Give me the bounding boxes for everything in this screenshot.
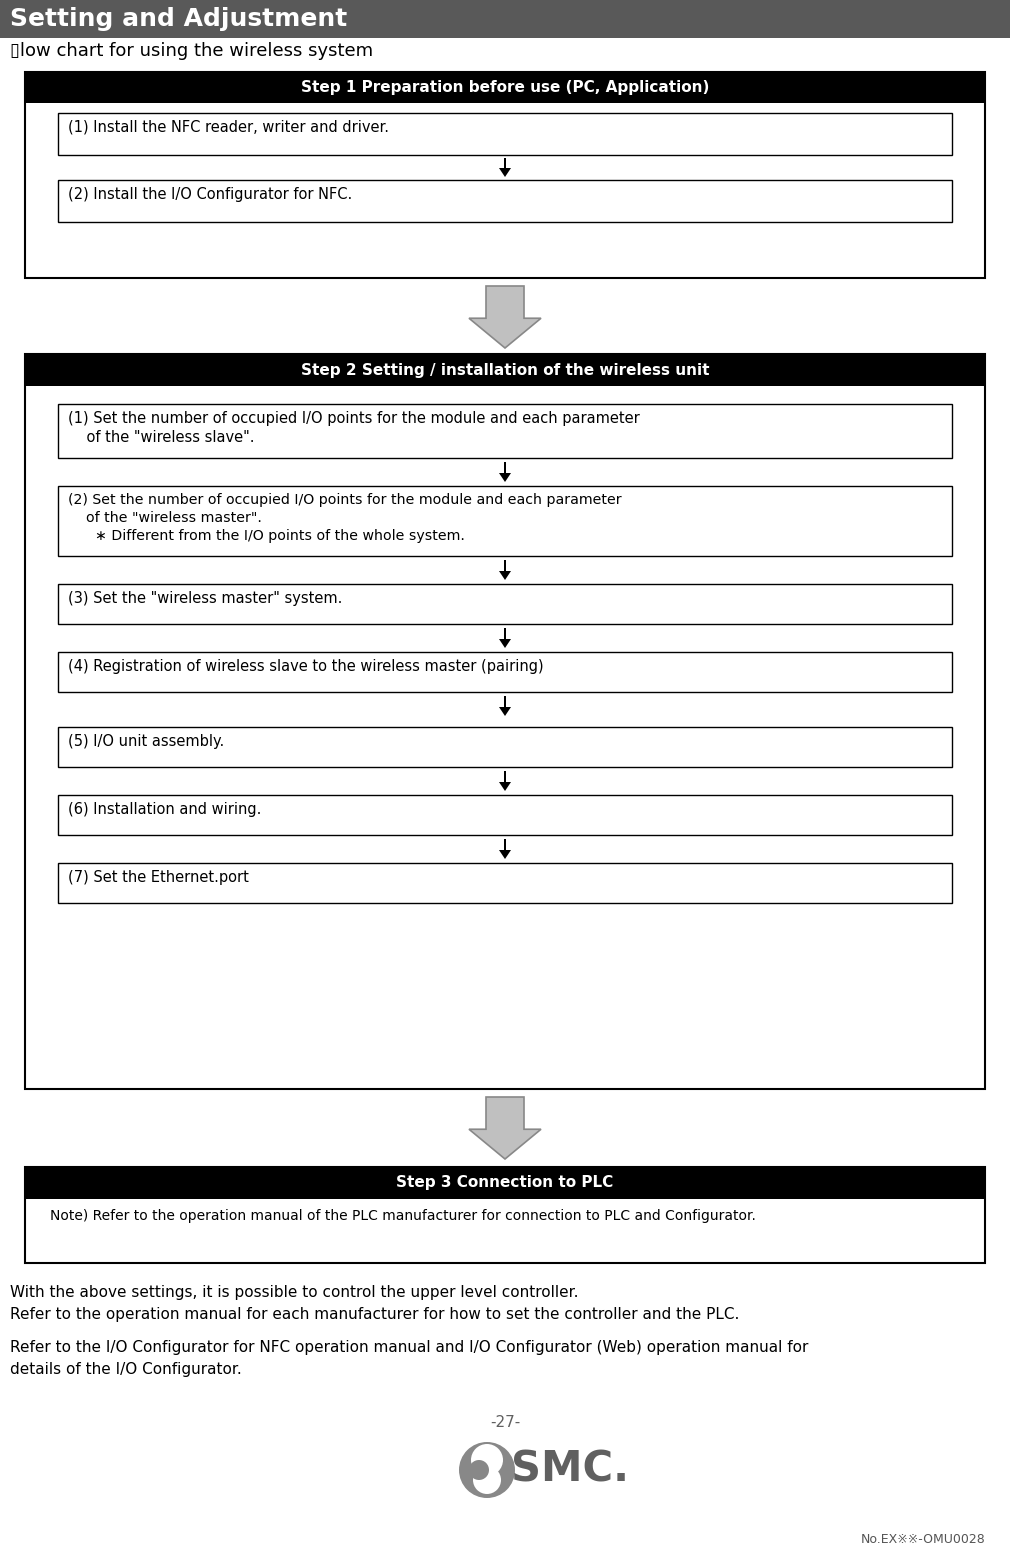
Text: No.EX※※-OMU0028: No.EX※※-OMU0028 — [861, 1532, 985, 1546]
Polygon shape — [469, 286, 541, 348]
Text: With the above settings, it is possible to control the upper level controller.: With the above settings, it is possible … — [10, 1285, 579, 1301]
Text: SMC.: SMC. — [511, 1448, 629, 1490]
Text: (1) Install the NFC reader, writer and driver.: (1) Install the NFC reader, writer and d… — [68, 120, 389, 135]
Bar — [25, 1167, 985, 1200]
Text: Step 1 Preparation before use (PC, Application): Step 1 Preparation before use (PC, Appli… — [301, 79, 709, 95]
Bar — [58, 113, 952, 155]
Bar — [58, 180, 952, 222]
Text: (4) Registration of wireless slave to the wireless master (pairing): (4) Registration of wireless slave to th… — [68, 659, 543, 674]
Text: Setting and Adjustment: Setting and Adjustment — [10, 8, 347, 31]
Circle shape — [473, 1465, 501, 1493]
Polygon shape — [499, 696, 511, 716]
Bar — [25, 71, 985, 278]
Bar — [25, 1167, 985, 1263]
Text: (2) Set the number of occupied I/O points for the module and each parameter
    : (2) Set the number of occupied I/O point… — [68, 493, 621, 542]
Text: (5) I/O unit assembly.: (5) I/O unit assembly. — [68, 733, 224, 749]
Bar — [25, 354, 985, 385]
Polygon shape — [499, 839, 511, 859]
Bar — [58, 486, 952, 556]
Circle shape — [469, 1461, 489, 1479]
Circle shape — [459, 1442, 515, 1498]
Bar — [58, 796, 952, 834]
Polygon shape — [499, 559, 511, 580]
Text: (2) Install the I/O Configurator for NFC.: (2) Install the I/O Configurator for NFC… — [68, 186, 352, 202]
Text: (7) Set the Ethernet.port: (7) Set the Ethernet.port — [68, 870, 248, 884]
Polygon shape — [469, 1097, 541, 1159]
Text: details of the I/O Configurator.: details of the I/O Configurator. — [10, 1361, 241, 1377]
Polygon shape — [499, 628, 511, 648]
Circle shape — [471, 1444, 503, 1476]
Bar — [58, 584, 952, 625]
Text: (3) Set the "wireless master" system.: (3) Set the "wireless master" system. — [68, 591, 342, 606]
Text: ▯low chart for using the wireless system: ▯low chart for using the wireless system — [10, 42, 373, 61]
Text: Step 3 Connection to PLC: Step 3 Connection to PLC — [396, 1175, 614, 1190]
Polygon shape — [499, 771, 511, 791]
Polygon shape — [499, 159, 511, 177]
Text: Refer to the I/O Configurator for NFC operation manual and I/O Configurator (Web: Refer to the I/O Configurator for NFC op… — [10, 1340, 808, 1355]
Bar — [58, 862, 952, 903]
Text: Refer to the operation manual for each manufacturer for how to set the controlle: Refer to the operation manual for each m… — [10, 1307, 739, 1322]
Text: (1) Set the number of occupied I/O points for the module and each parameter
    : (1) Set the number of occupied I/O point… — [68, 410, 639, 444]
Text: -27-: -27- — [490, 1416, 520, 1430]
Bar — [58, 727, 952, 768]
Polygon shape — [499, 462, 511, 482]
Bar — [25, 354, 985, 1089]
Text: (6) Installation and wiring.: (6) Installation and wiring. — [68, 802, 262, 817]
Bar — [58, 404, 952, 458]
Text: Step 2 Setting / installation of the wireless unit: Step 2 Setting / installation of the wir… — [301, 362, 709, 378]
Bar — [58, 653, 952, 692]
Bar — [25, 71, 985, 103]
Text: Note) Refer to the operation manual of the PLC manufacturer for connection to PL: Note) Refer to the operation manual of t… — [50, 1209, 755, 1223]
Bar — [0, 0, 1010, 37]
